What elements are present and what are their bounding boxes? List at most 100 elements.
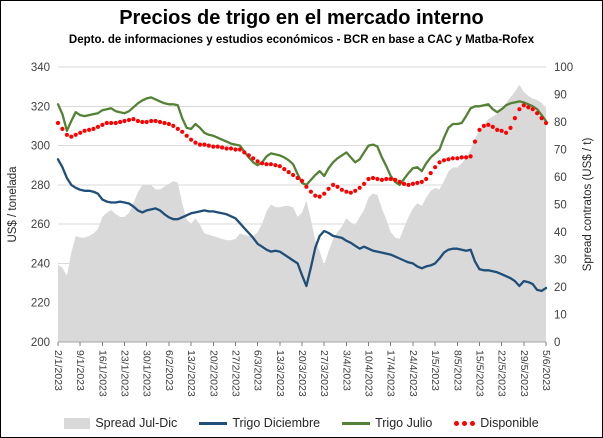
right-axis-tick-label: 60 xyxy=(554,172,567,184)
disponible-dot xyxy=(255,159,260,164)
right-axis-tick-label: 100 xyxy=(554,62,573,74)
disponible-dot xyxy=(455,156,460,161)
disponible-dot xyxy=(268,162,273,167)
left-axis-tick-label: 200 xyxy=(31,337,50,349)
disponible-dot xyxy=(55,120,61,126)
disponible-dot xyxy=(237,147,242,152)
disponible-dot xyxy=(366,176,371,182)
disponible-dot xyxy=(424,176,429,182)
disponible-dot xyxy=(353,188,358,193)
disponible-dot xyxy=(535,111,540,116)
disponible-dot xyxy=(397,179,402,184)
trigo-diciembre-line xyxy=(56,158,548,293)
disponible-dot xyxy=(109,120,114,126)
x-axis-tick-label: 22/5/2023 xyxy=(496,350,508,397)
disponible-dot xyxy=(468,154,473,159)
disponible-dot xyxy=(472,139,478,144)
disponible-dot xyxy=(517,107,522,112)
disponible-dot xyxy=(313,193,318,198)
disponible-dot xyxy=(91,126,96,131)
x-axis-tick-label: 5/6/2023 xyxy=(540,350,552,391)
left-axis-tick-label: 340 xyxy=(31,62,50,74)
disponible-dot xyxy=(100,122,105,127)
disponible-dot xyxy=(437,160,442,165)
right-axis-title: Spread contratos (US$ / t) xyxy=(582,138,594,272)
disponible-dot xyxy=(299,178,305,183)
left-axis-tick-label: 280 xyxy=(31,180,50,192)
x-axis-tick-label: 16/1/2023 xyxy=(96,350,108,397)
x-axis-tick-label: 29/5/2023 xyxy=(518,350,530,397)
disponible-dot xyxy=(450,156,455,161)
disponible-dot xyxy=(401,181,407,186)
left-axis-tick-label: 320 xyxy=(31,101,50,113)
disponible-dot xyxy=(362,181,367,186)
disponible-dot xyxy=(419,179,424,184)
disponible-dot xyxy=(508,125,513,130)
diciembre-line-swatch-icon xyxy=(199,421,228,425)
x-axis-tick-label: 13/2/2023 xyxy=(185,350,197,397)
disponible-dot xyxy=(331,182,336,187)
disponible-dot xyxy=(322,191,327,196)
left-axis-tick-label: 260 xyxy=(31,219,50,231)
disponible-dot xyxy=(215,144,220,149)
disponible-dot xyxy=(348,190,353,195)
disponible-dot xyxy=(113,120,118,126)
disponible-dot xyxy=(87,127,92,132)
disponible-dot xyxy=(486,122,491,127)
disponible-dot xyxy=(539,116,544,121)
disponible-dot xyxy=(415,180,420,185)
right-axis-tick-label: 10 xyxy=(554,310,567,322)
disponible-dot xyxy=(246,153,251,158)
left-axis-tick-label: 240 xyxy=(31,258,50,270)
disponible-dot xyxy=(304,184,309,189)
left-axis-title: US$ / tonelada xyxy=(7,166,19,243)
disponible-dot xyxy=(60,126,65,131)
x-axis-tick-label: 27/2/2023 xyxy=(229,350,241,397)
x-axis-tick-label: 2/1/2023 xyxy=(52,350,64,391)
right-axis-tick-label: 40 xyxy=(554,227,567,239)
x-axis-tick-label: 30/1/2023 xyxy=(141,350,153,397)
disponible-dot xyxy=(273,163,278,168)
disponible-dot xyxy=(126,117,132,123)
left-axis-tick-label: 220 xyxy=(31,298,50,310)
disponible-dot xyxy=(384,176,389,182)
disponible-dot xyxy=(206,143,211,148)
spread-area xyxy=(58,84,546,343)
legend-item-julio: Trigo Julio xyxy=(342,416,432,430)
disponible-dot xyxy=(379,177,384,182)
disponible-dot xyxy=(211,144,216,149)
right-axis-tick-label: 20 xyxy=(554,282,567,294)
x-axis-tick-label: 13/3/2023 xyxy=(274,350,286,397)
disponible-dot xyxy=(357,185,362,190)
disponible-dot xyxy=(339,187,344,192)
disponible-dot xyxy=(251,156,256,161)
disponible-dot xyxy=(512,116,517,121)
disponible-dots-swatch-icon xyxy=(454,420,476,426)
disponible-dot xyxy=(277,164,282,169)
disponible-dot xyxy=(171,123,176,128)
disponible-dot xyxy=(233,147,238,152)
disponible-dot xyxy=(477,127,482,132)
disponible-dot xyxy=(197,142,203,147)
x-axis-tick-label: 8/5/2023 xyxy=(451,350,463,391)
disponible-dot xyxy=(118,119,123,125)
disponible-dot xyxy=(184,133,189,138)
disponible-dot xyxy=(224,146,229,151)
disponible-dot xyxy=(410,181,415,186)
disponible-dot xyxy=(406,182,411,187)
disponible-dot xyxy=(260,161,265,166)
right-axis-tick-label: 50 xyxy=(554,200,567,212)
disponible-dot xyxy=(344,189,349,194)
disponible-dot xyxy=(490,124,495,129)
disponible-dot xyxy=(428,171,433,176)
disponible-dot xyxy=(144,119,149,125)
disponible-dot xyxy=(464,155,469,160)
disponible-dot xyxy=(69,134,74,139)
x-axis-tick-label: 24/4/2023 xyxy=(407,350,419,397)
disponible-dot xyxy=(157,119,163,125)
disponible-dot xyxy=(388,176,393,182)
legend-item-spread: Spread Jul-Dic xyxy=(64,416,177,430)
chart-legend: Spread Jul-Dic Trigo Diciembre Trigo Jul… xyxy=(1,416,602,430)
x-axis-tick-label: 20/3/2023 xyxy=(296,350,308,397)
